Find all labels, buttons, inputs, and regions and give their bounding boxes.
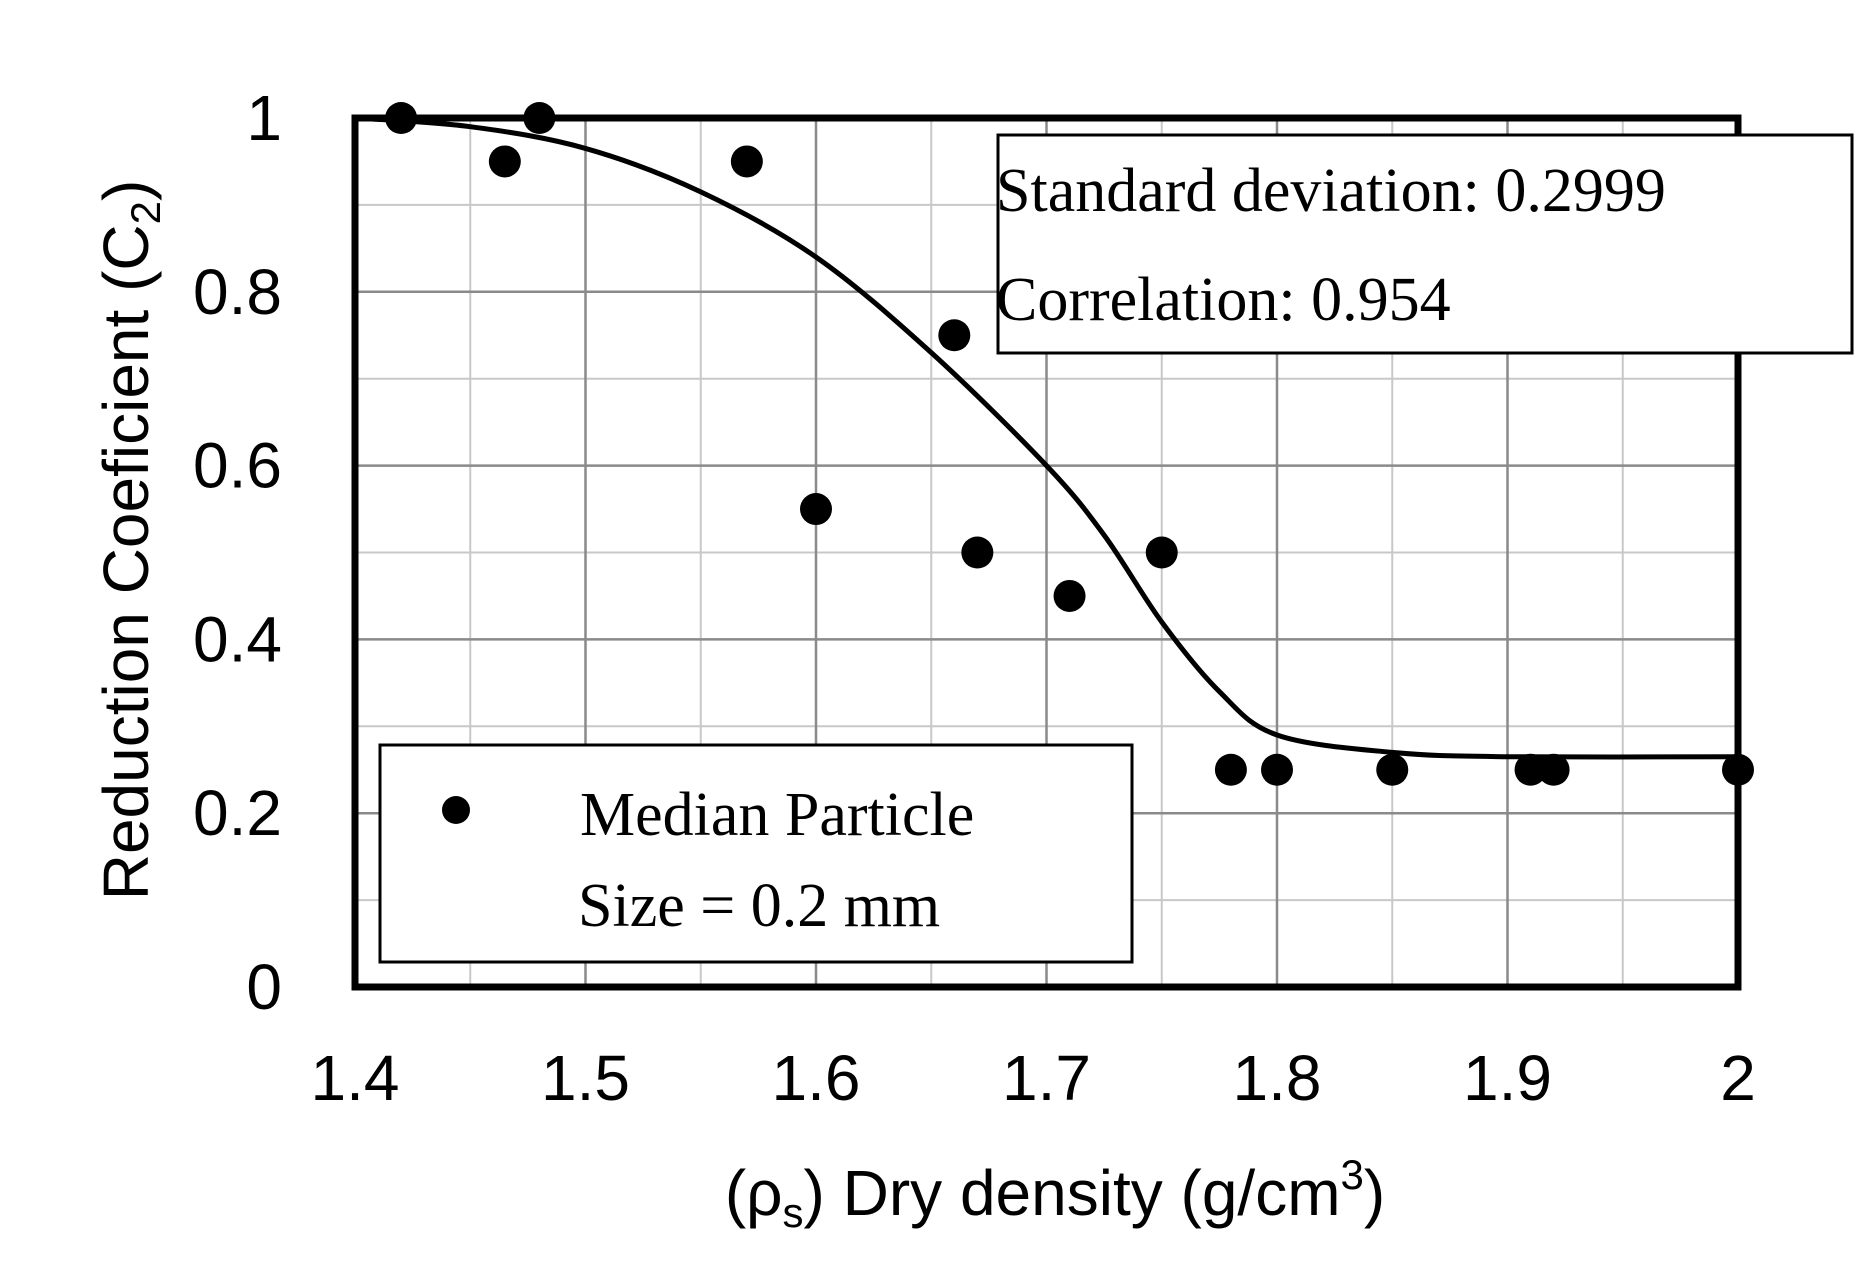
- data-point: [938, 319, 971, 352]
- x-tick-label: 1.7: [1002, 1042, 1091, 1114]
- data-point: [1053, 579, 1086, 612]
- data-point: [1145, 536, 1178, 569]
- data-point: [1214, 753, 1247, 786]
- plot-frame: [351, 114, 1742, 991]
- data-point: [961, 536, 994, 569]
- x-tick-label: 1.4: [311, 1042, 400, 1114]
- stats-annotation-box: [996, 133, 1854, 355]
- x-tick-label: 1.6: [772, 1042, 861, 1114]
- data-point: [1376, 753, 1409, 786]
- x-tick-labels: 1.4 1.5 1.6 1.7 1.8 1.9 2: [311, 1042, 1756, 1114]
- data-point: [730, 145, 763, 178]
- fitted-curve: [354, 115, 1739, 760]
- x-tick-label: 2: [1720, 1042, 1756, 1114]
- y-tick-label: 0.6: [193, 430, 282, 502]
- legend-box: [378, 743, 1134, 964]
- points-layer: [385, 102, 1754, 786]
- std-deviation-label: Standard deviation: 0.2999: [996, 157, 1666, 225]
- data-point: [1514, 753, 1547, 786]
- curve-layer: [354, 115, 1739, 760]
- data-point: [1537, 753, 1570, 786]
- x-tick-label: 1.5: [541, 1042, 630, 1114]
- legend-label-line1: Median Particle: [580, 781, 974, 849]
- legend-marker: [442, 796, 470, 824]
- correlation-label: Correlation: 0.954: [996, 266, 1451, 334]
- data-point: [800, 493, 832, 526]
- data-point: [1261, 753, 1293, 786]
- stats-annotation: Standard deviation: 0.2999 Correlation: …: [996, 133, 1854, 355]
- legend: Median Particle Size = 0.2 mm: [378, 743, 1134, 964]
- y-axis-label: Reduction Coeficient (C2): [90, 180, 169, 901]
- x-axis-label-superscript: 3: [1341, 1151, 1364, 1198]
- legend-label-line2: Size = 0.2 mm: [578, 872, 940, 940]
- x-axis-label: (ρs) Dry density (g/cm3): [725, 1151, 1385, 1236]
- x-axis-label-subscript: s: [783, 1189, 804, 1236]
- y-tick-label: 0.8: [193, 256, 282, 328]
- y-tick-label: 0.2: [193, 777, 282, 849]
- y-tick-label: 0: [246, 951, 282, 1023]
- y-tick-label: 0.4: [193, 603, 282, 675]
- y-axis-label-subscript: 2: [122, 201, 169, 224]
- y-tick-label: 1: [246, 82, 282, 154]
- data-point: [488, 145, 521, 178]
- y-tick-labels: 0 0.2 0.4 0.6 0.8 1: [193, 82, 282, 1023]
- x-tick-label: 1.8: [1233, 1042, 1322, 1114]
- x-tick-label: 1.9: [1463, 1042, 1552, 1114]
